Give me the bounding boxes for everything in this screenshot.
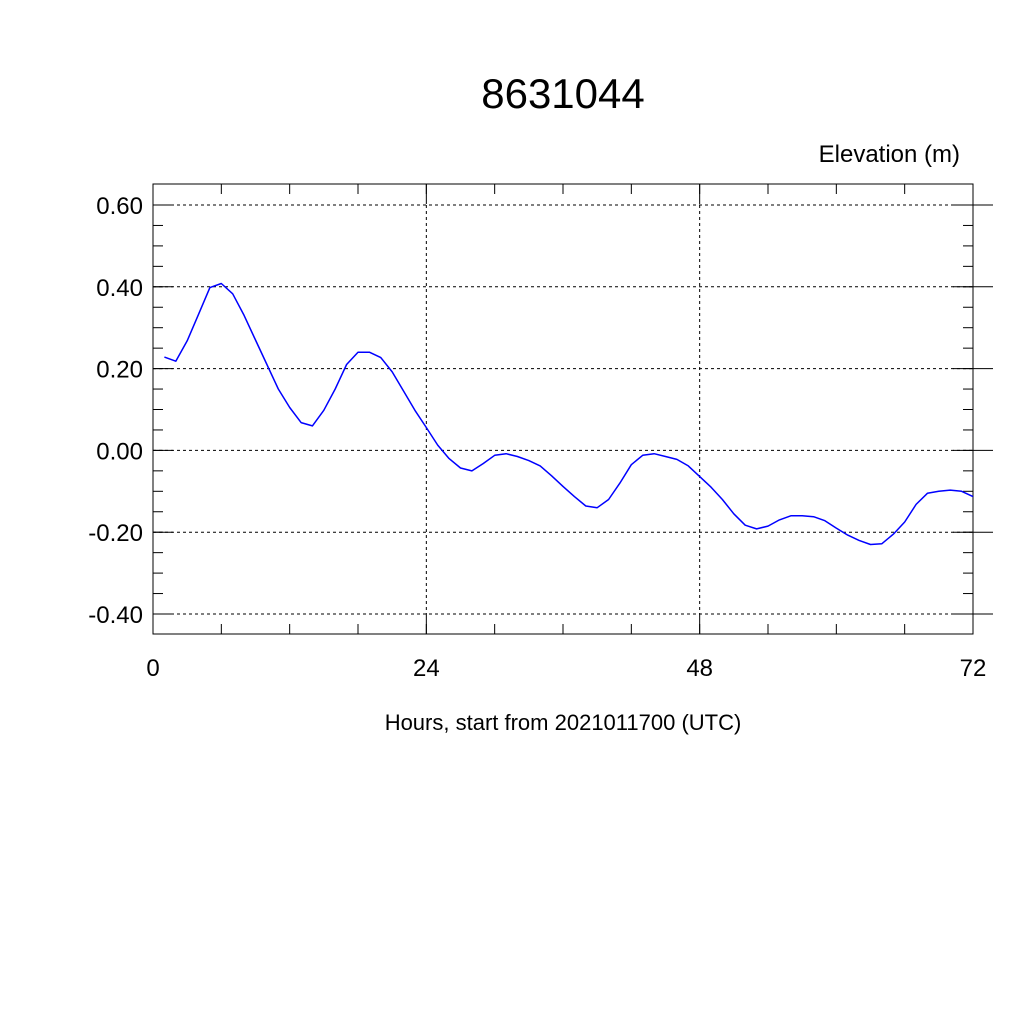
y-tick-label: -0.20: [88, 520, 143, 547]
x-axis-label: Hours, start from 2021011700 (UTC): [385, 710, 742, 735]
x-tick-label: 48: [686, 655, 713, 682]
y-tick-label: 0.40: [96, 275, 143, 302]
tick-labels: -0.40 -0.20 0.00 0.20 0.40 0.60 0 24 48 72: [88, 193, 986, 682]
x-tick-label: 24: [413, 655, 440, 682]
x-tick-label: 0: [146, 655, 159, 682]
plot-frame: [152, 183, 974, 635]
y-axis-label: Elevation (m): [819, 141, 960, 168]
grid-lines: [152, 204, 974, 615]
chart-title: 8631044: [481, 70, 645, 117]
y-tick-label: -0.40: [88, 602, 143, 629]
series-layer: [164, 282, 974, 546]
axis-ticks: [152, 184, 993, 634]
y-tick-label: 0.60: [96, 193, 143, 220]
series-line: [164, 282, 974, 546]
y-tick-label: 0.20: [96, 357, 143, 384]
x-tick-label: 72: [960, 655, 987, 682]
y-tick-label: 0.00: [96, 438, 143, 465]
